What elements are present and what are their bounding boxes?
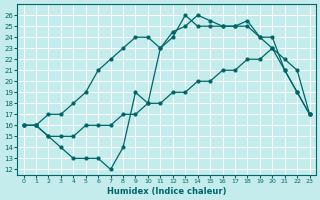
X-axis label: Humidex (Indice chaleur): Humidex (Indice chaleur) bbox=[107, 187, 226, 196]
